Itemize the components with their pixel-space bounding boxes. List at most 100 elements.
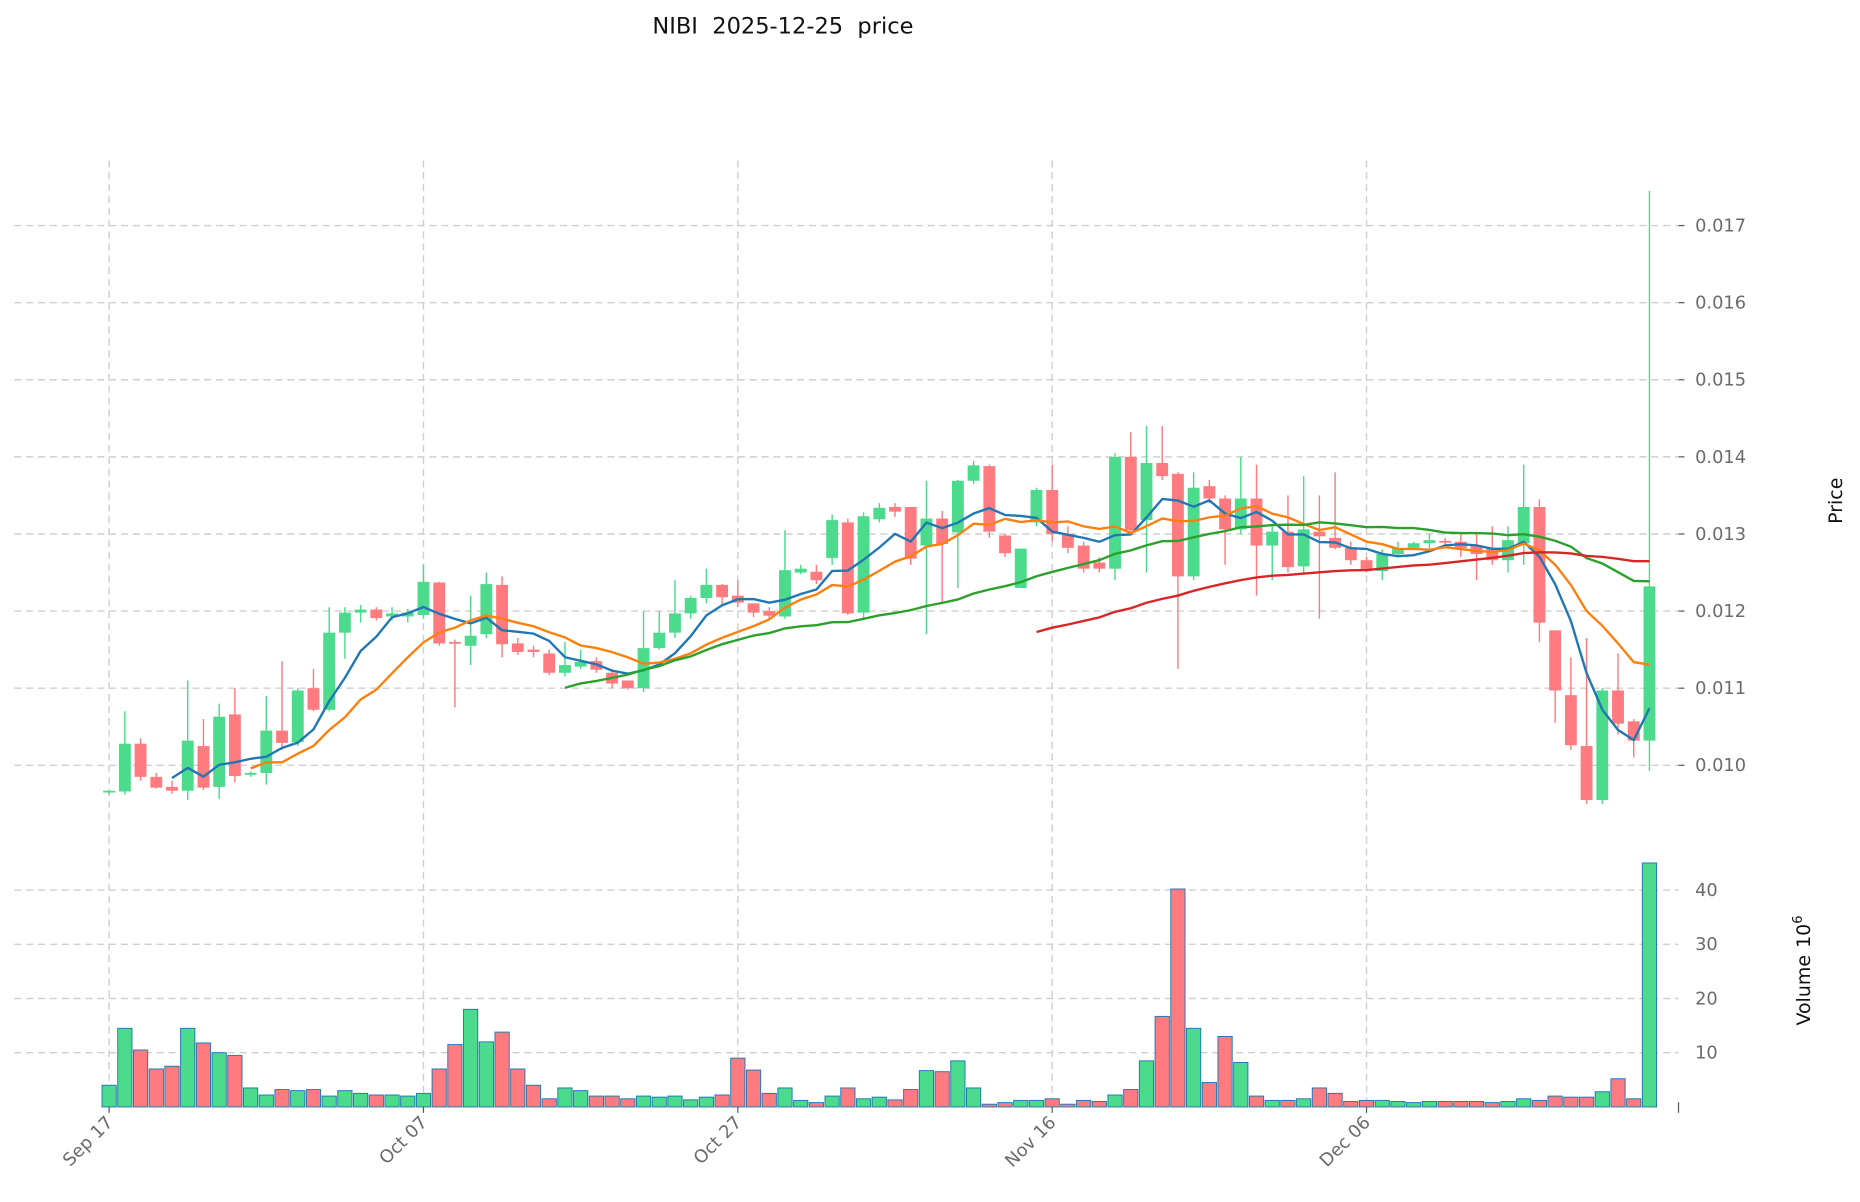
volume-unit-exp: 6 [1791,915,1806,923]
candle-up [873,507,886,520]
volume-bar [415,1092,432,1108]
volume-bar [1547,1095,1563,1108]
price-tick-label: 0.017 [1695,215,1746,236]
volume-bar [714,1094,730,1108]
volume-bar [604,1095,620,1108]
candle-up [1109,456,1121,569]
candle-up [779,570,791,617]
volume-bar [1264,1099,1280,1108]
volume-bar [1516,1098,1532,1108]
volume-bar [305,1089,322,1108]
volume-bar [934,1071,950,1108]
volume-bar [1468,1101,1485,1108]
candle-down [889,506,901,512]
volume-bar [730,1057,746,1108]
volume-bar [1186,1027,1202,1108]
candle-up [637,648,650,689]
candles [103,190,1656,804]
candle-up [669,613,681,633]
volume-bar [1060,1103,1076,1108]
candle-down [370,609,383,619]
candle-up [1423,540,1436,544]
volume-bar [1641,862,1658,1108]
volume-bar [635,1095,652,1108]
volume-bar [1531,1099,1548,1108]
volume-bar [1437,1101,1453,1108]
volume-bar [195,1042,212,1108]
ma-5-line [171,497,1651,779]
candle-down [1549,630,1562,691]
volume-bar [353,1092,369,1108]
candle-up [401,612,414,617]
volume-bar [1123,1089,1139,1108]
date-tick-label: Oct 27 [690,1112,747,1169]
volume-bar [447,1044,463,1108]
volume-bar [588,1095,604,1108]
volume-bar [1107,1094,1123,1108]
candle-up [967,465,980,481]
date-tick-label: Oct 07 [375,1112,432,1169]
volume-bar [1217,1035,1233,1108]
candle-down [543,653,556,673]
volume-bar [1028,1099,1045,1108]
volume-bar [368,1094,384,1108]
candle-down [1061,533,1074,548]
candle-down [228,714,241,777]
candle-down [527,649,540,652]
volume-bar [164,1065,180,1108]
candle-down [1156,463,1169,477]
candle-up [684,597,697,614]
candle-up [1234,498,1247,530]
volume-bar [1076,1099,1092,1108]
candle-down [511,643,524,652]
volume-bar [887,1099,903,1108]
volume-bar [274,1089,290,1108]
volume-bar [1343,1101,1359,1108]
candle-down [1439,540,1452,543]
volume-bar [777,1087,793,1108]
price-tick-label: 0.013 [1695,524,1746,545]
volume-bar [1626,1098,1642,1108]
date-tick-label: Nov 16 [1001,1112,1060,1171]
volume-bar [1578,1096,1595,1108]
volume-bar [1500,1101,1516,1108]
candle-up [480,584,493,635]
volume-bar [321,1095,337,1108]
candle-up [181,740,194,791]
candle-up [354,609,367,613]
candle-up [1596,690,1609,800]
volume-tick-label: 10 [1695,1043,1718,1064]
volume-bar [1610,1078,1626,1108]
volume-bar [1296,1098,1312,1108]
volume-bar [290,1090,306,1108]
candle-down [904,506,917,559]
volume-bar [211,1052,227,1108]
candle-down [1203,486,1216,499]
volume-bar [840,1087,856,1108]
volume-bar [148,1068,164,1108]
candle-down [150,776,163,788]
candle-down [763,611,776,616]
candle-up [1187,487,1200,577]
candle-down [999,535,1011,554]
candle-up [1140,463,1153,521]
candle-up [244,773,257,775]
price-axis-label: Price [1825,478,1847,524]
candle-down [1282,531,1294,568]
volume-bar [1563,1096,1579,1108]
price-tick-label: 0.016 [1695,293,1746,314]
candle-up [1376,554,1389,571]
volume-bar [132,1049,149,1108]
volume-bar [101,1084,117,1108]
candle-up [951,480,964,533]
candle-down [197,746,210,788]
volume-bar [1406,1102,1422,1108]
ma-60-line [1036,551,1650,634]
volume-bar [966,1087,982,1108]
candle-down [496,584,509,645]
volume-bar [180,1027,196,1108]
candle-up [1297,529,1310,567]
candle-down [448,641,461,644]
candle-up [213,716,226,787]
